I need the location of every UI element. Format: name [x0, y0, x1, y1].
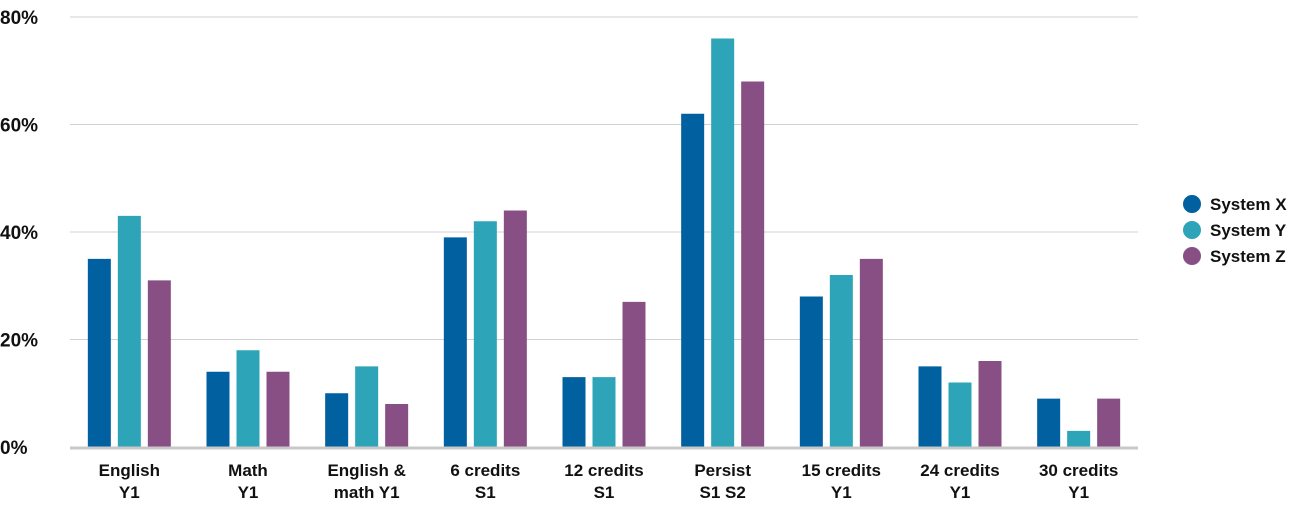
bar-system-y: [1067, 430, 1091, 447]
y-tick-label: 40%: [0, 223, 38, 244]
bar-system-y: [355, 366, 379, 447]
legend-swatch: [1183, 195, 1201, 213]
legend-swatch: [1183, 221, 1201, 239]
x-tick-label: Persist S1 S2: [694, 461, 751, 502]
x-tick-label: 30 credits Y1: [1039, 461, 1118, 502]
x-tick-label-line: English: [99, 461, 160, 480]
y-tick-label: 0%: [0, 438, 28, 459]
bar-system-x: [443, 237, 467, 447]
bar-system-y: [473, 221, 497, 447]
x-tick-label-line: 12 credits: [564, 461, 643, 480]
bar-system-z: [859, 258, 883, 447]
x-tick-label-line: Y1: [238, 483, 259, 502]
legend: System X System Y System Z: [1183, 195, 1287, 266]
bar-system-z: [147, 280, 171, 447]
bars: [87, 38, 1121, 447]
bar-system-y: [117, 215, 141, 447]
bar-system-y: [711, 38, 735, 447]
x-tick-label-line: 24 credits: [920, 461, 999, 480]
x-tick-label: Math Y1: [228, 461, 268, 502]
x-tick-label-line: 30 credits: [1039, 461, 1118, 480]
bar-system-x: [87, 258, 111, 447]
bar-system-x: [325, 393, 349, 447]
x-tick-label-line: English &: [327, 461, 405, 480]
bar-system-x: [918, 366, 942, 447]
y-tick-label: 80%: [0, 8, 38, 29]
x-tick-label-line: 6 credits: [450, 461, 520, 480]
bar-system-z: [266, 371, 290, 447]
x-tick-label: 24 credits Y1: [920, 461, 999, 502]
bar-system-z: [622, 301, 646, 447]
bar-system-z: [741, 81, 765, 447]
y-tick-label: 20%: [0, 331, 38, 352]
bar-system-z: [1097, 398, 1121, 447]
x-tick-label-line: Y1: [119, 483, 140, 502]
x-tick-label-line: S1: [475, 483, 496, 502]
x-tick-label-line: 15 credits: [802, 461, 881, 480]
x-tick-label-line: Y1: [950, 483, 971, 502]
x-tick-label: 12 credits S1: [564, 461, 643, 502]
bar-system-z: [503, 210, 527, 447]
y-tick-label: 60%: [0, 116, 38, 137]
x-tick-label-line: math Y1: [334, 483, 400, 502]
x-tick-label-line: Math: [228, 461, 268, 480]
x-tick-label-line: Y1: [831, 483, 852, 502]
grid-layer: [70, 16, 1138, 340]
x-tick-label-line: Persist: [694, 461, 751, 480]
bar-system-y: [592, 377, 616, 447]
bar-system-x: [206, 371, 230, 447]
x-tick-label: English & math Y1: [327, 461, 405, 502]
x-tick-label: 6 credits S1: [450, 461, 520, 502]
x-tick-label: English Y1: [99, 461, 160, 502]
x-axis-labels: English Y1 Math Y1 English & math Y1 6 credits…: [99, 461, 1119, 502]
bar-system-x: [562, 377, 586, 447]
legend-label: System X: [1210, 195, 1287, 214]
y-axis-ticks: 0% 20% 40% 60% 80%: [0, 8, 38, 459]
bar-system-x: [799, 296, 823, 447]
legend-swatch: [1183, 247, 1201, 265]
x-tick-label-line: Y1: [1068, 483, 1089, 502]
legend-label: System Y: [1210, 221, 1287, 240]
x-tick-label: 15 credits Y1: [802, 461, 881, 502]
x-tick-label-line: S1: [594, 483, 615, 502]
legend-label: System Z: [1210, 247, 1286, 266]
bar-system-y: [829, 275, 853, 447]
bar-system-x: [1037, 398, 1061, 447]
bar-system-y: [236, 350, 260, 447]
bar-system-x: [681, 113, 705, 447]
bar-system-z: [385, 404, 409, 447]
bar-system-y: [948, 382, 972, 447]
x-tick-label-line: S1 S2: [700, 483, 746, 502]
bar-system-z: [978, 361, 1002, 447]
